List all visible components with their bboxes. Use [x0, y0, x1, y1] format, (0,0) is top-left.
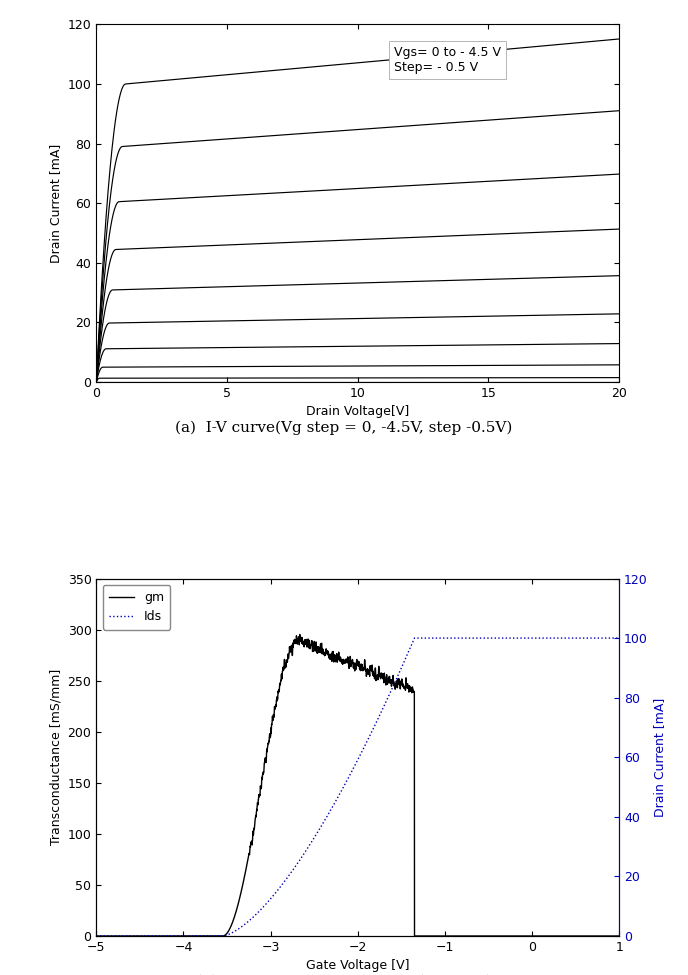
Ids	[152, 930, 160, 942]
gm	[292, 633, 301, 644]
gm	[152, 930, 160, 942]
Ids	[615, 632, 623, 644]
Ids	[548, 632, 557, 644]
Ids	[315, 823, 323, 835]
gm	[183, 930, 191, 942]
X-axis label: Gate Voltage [V]: Gate Voltage [V]	[306, 959, 409, 972]
X-axis label: Drain Voltage[V]: Drain Voltage[V]	[306, 406, 409, 418]
Y-axis label: Transconductance [mS/mm]: Transconductance [mS/mm]	[49, 669, 62, 845]
Line: gm: gm	[96, 635, 619, 936]
gm	[605, 930, 613, 942]
gm	[296, 629, 304, 641]
Text: (a)  I-V curve(Vg step = 0, -4.5V, step -0.5V): (a) I-V curve(Vg step = 0, -4.5V, step -…	[175, 421, 513, 435]
Ids	[183, 930, 191, 942]
gm	[316, 645, 324, 657]
gm	[548, 930, 557, 942]
gm	[92, 930, 100, 942]
gm	[615, 930, 623, 942]
Ids	[292, 859, 301, 871]
Y-axis label: Drain Current [mA]: Drain Current [mA]	[654, 698, 667, 817]
Ids	[410, 632, 418, 644]
Ids	[92, 930, 100, 942]
Legend: gm, Ids: gm, Ids	[103, 585, 170, 630]
Text: Vgs= 0 to - 4.5 V
Step= - 0.5 V: Vgs= 0 to - 4.5 V Step= - 0.5 V	[394, 46, 502, 74]
Y-axis label: Drain Current [mA]: Drain Current [mA]	[49, 143, 62, 262]
Line: Ids: Ids	[96, 638, 619, 936]
Ids	[605, 632, 613, 644]
